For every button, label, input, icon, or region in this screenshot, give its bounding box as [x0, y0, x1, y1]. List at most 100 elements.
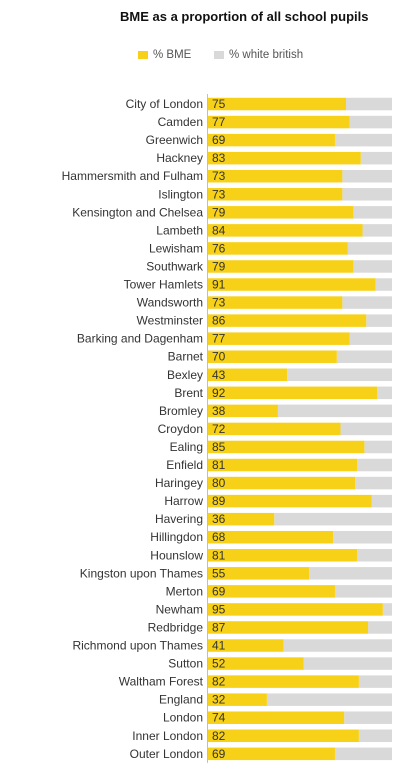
- data-label-bme: 82: [212, 675, 226, 689]
- category-label: Ealing: [170, 440, 203, 454]
- data-label-bme: 92: [212, 386, 226, 400]
- category-label: England: [159, 693, 203, 707]
- category-label: Hounslow: [150, 548, 203, 562]
- category-label: Haringey: [155, 476, 203, 490]
- bar-white-british: [342, 188, 392, 201]
- legend-label-bme: % BME: [153, 49, 192, 61]
- bar-bme: [208, 621, 369, 634]
- bar-white-british: [360, 151, 392, 165]
- bar-bme: [208, 422, 341, 436]
- bar-white-british: [377, 386, 392, 400]
- bar-white-british: [353, 206, 392, 219]
- category-label: Bromley: [159, 404, 203, 418]
- category-label: Redbridge: [148, 620, 204, 634]
- data-label-bme: 87: [212, 620, 226, 634]
- bar-bme: [208, 97, 346, 111]
- data-label-bme: 83: [212, 151, 226, 165]
- bar-bme: [208, 693, 267, 706]
- bar-white-british: [371, 494, 392, 508]
- bar-white-british: [334, 585, 392, 598]
- bar-bme: [208, 675, 359, 688]
- bar-white-british: [333, 530, 392, 544]
- data-label-bme: 32: [212, 693, 226, 707]
- data-label-bme: 52: [212, 657, 226, 671]
- data-label-bme: 73: [212, 296, 226, 310]
- bar-bme: [208, 458, 358, 472]
- bar-bme: [208, 260, 354, 273]
- bar-bme: [208, 530, 334, 544]
- data-label-bme: 69: [212, 133, 226, 147]
- category-label: Enfield: [166, 458, 203, 472]
- bar-bme: [208, 711, 345, 724]
- bar-bme: [208, 188, 343, 201]
- data-label-bme: 77: [212, 332, 226, 346]
- bar-bme: [208, 603, 383, 616]
- bar-white-british: [336, 350, 392, 363]
- category-label: Hammersmith and Fulham: [62, 169, 203, 183]
- bar-bme: [208, 314, 367, 327]
- bar-bme: [208, 747, 335, 761]
- bar-bme: [208, 169, 343, 183]
- bar-bme: [208, 494, 372, 508]
- data-label-bme: 91: [212, 278, 226, 292]
- category-label: Havering: [155, 512, 203, 526]
- bar-bme: [208, 242, 348, 255]
- category-label: Tower Hamlets: [124, 278, 203, 292]
- bar-bme: [208, 350, 337, 363]
- category-label: Newham: [156, 602, 203, 616]
- bar-bme: [208, 332, 350, 345]
- bar-white-british: [342, 296, 392, 309]
- bar-white-british: [362, 224, 392, 237]
- category-label: Barking and Dagenham: [77, 332, 203, 346]
- bar-bme: [208, 729, 359, 743]
- category-label: City of London: [126, 97, 203, 111]
- bar-white-british: [277, 404, 392, 418]
- bar-white-british: [340, 422, 392, 436]
- bar-white-british: [358, 675, 392, 688]
- bar-white-british: [382, 603, 392, 616]
- bar-bme: [208, 404, 278, 418]
- bar-bme: [208, 278, 376, 291]
- data-label-bme: 69: [212, 584, 226, 598]
- data-label-bme: 75: [212, 97, 226, 111]
- data-label-bme: 79: [212, 205, 226, 219]
- bar-white-british: [368, 621, 392, 634]
- data-label-bme: 95: [212, 602, 226, 616]
- data-label-bme: 80: [212, 476, 226, 490]
- bar-bme: [208, 206, 354, 219]
- data-label-bme: 43: [212, 368, 226, 382]
- category-label: Sutton: [168, 657, 203, 671]
- bar-white-british: [357, 549, 392, 562]
- bar-white-british: [266, 693, 392, 706]
- bar-bme: [208, 440, 365, 454]
- bar-bme: [208, 639, 284, 652]
- legend-item-bme: % BME: [138, 47, 191, 63]
- legend-label-white-british: % white british: [229, 49, 304, 61]
- data-label-bme: 82: [212, 729, 226, 743]
- data-label-bme: 89: [212, 494, 226, 508]
- chart-title: BME as a proportion of all school pupils: [120, 9, 369, 24]
- data-label-bme: 72: [212, 422, 226, 436]
- bar-white-british: [353, 260, 392, 273]
- category-label: Barnet: [168, 350, 204, 364]
- bar-bme: [208, 512, 275, 526]
- category-label: Greenwich: [146, 133, 203, 147]
- data-label-bme: 77: [212, 115, 226, 129]
- bar-bme: [208, 585, 335, 598]
- data-label-bme: 76: [212, 241, 226, 255]
- category-label: Richmond upon Thames: [72, 639, 203, 653]
- bar-bme: [208, 567, 310, 580]
- bar-white-british: [274, 512, 392, 526]
- bar-bme: [208, 476, 356, 490]
- bar-white-british: [346, 97, 392, 111]
- category-label: Lewisham: [149, 241, 203, 255]
- data-label-bme: 68: [212, 530, 226, 544]
- category-label: Islington: [158, 187, 203, 201]
- category-label: Kensington and Chelsea: [72, 205, 203, 219]
- bar-white-british: [334, 747, 392, 761]
- data-label-bme: 69: [212, 747, 226, 761]
- category-label: Hillingdon: [150, 530, 203, 544]
- data-label-bme: 41: [212, 639, 226, 653]
- bar-white-british: [366, 314, 392, 327]
